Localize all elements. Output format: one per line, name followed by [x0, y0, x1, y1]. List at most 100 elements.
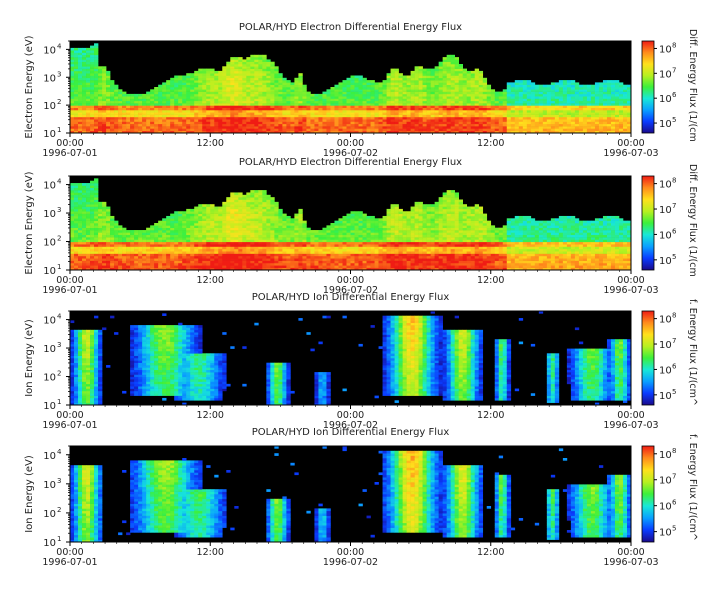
heatmap-cell — [210, 208, 215, 212]
heatmap-cell — [586, 128, 592, 131]
heatmap-cell — [206, 114, 211, 118]
heatmap-cell — [250, 239, 255, 243]
heatmap-cell — [222, 251, 227, 254]
heatmap-cell — [94, 45, 99, 49]
heatmap-cell — [582, 112, 588, 115]
heatmap-cell — [158, 241, 163, 245]
heatmap-cell — [102, 232, 107, 236]
heatmap-cell — [554, 98, 560, 102]
heatmap-cell — [298, 96, 303, 99]
heatmap-cell — [258, 253, 263, 257]
heatmap-cell — [422, 119, 427, 122]
heatmap-cell — [462, 87, 468, 90]
heatmap-cell — [626, 119, 632, 122]
heatmap-cell — [238, 248, 243, 252]
heatmap-cell — [614, 105, 620, 108]
heatmap-cell — [446, 89, 451, 92]
heatmap-cell — [162, 105, 167, 108]
heatmap-cell — [454, 110, 459, 113]
heatmap-cell — [154, 251, 159, 254]
heatmap-cell — [78, 70, 83, 74]
heatmap-cell — [518, 112, 524, 115]
heatmap-cell — [126, 98, 131, 102]
heatmap-cell — [218, 70, 223, 74]
heatmap-cell — [78, 232, 83, 236]
heatmap-cell — [334, 93, 339, 97]
heatmap-cell — [626, 116, 632, 120]
heatmap-cell — [222, 116, 227, 120]
heatmap-cell — [414, 77, 419, 81]
heatmap-cell — [326, 130, 331, 134]
heatmap-cell — [258, 265, 263, 268]
heatmap-cell — [442, 66, 447, 69]
heatmap-cell — [302, 110, 307, 113]
heatmap-cell — [558, 128, 564, 131]
heatmap-cell — [122, 114, 127, 118]
heatmap-cell — [86, 225, 91, 228]
heatmap-cell — [286, 89, 291, 92]
heatmap-cell — [622, 103, 628, 106]
heatmap-cell — [390, 68, 395, 72]
heatmap-cell — [226, 251, 231, 254]
heatmap-cell — [482, 77, 488, 81]
heatmap-cell — [354, 103, 359, 106]
heatmap-cell — [614, 80, 620, 83]
heatmap-cell — [222, 110, 227, 113]
heatmap-cell — [170, 267, 175, 271]
heatmap-cell — [334, 130, 339, 134]
heatmap-cell — [70, 185, 75, 189]
heatmap-cell — [602, 103, 608, 106]
heatmap-cell — [262, 262, 267, 266]
heatmap-cell — [198, 262, 203, 266]
heatmap-cell — [258, 123, 263, 127]
heatmap-cell — [162, 218, 167, 221]
heatmap-cell — [282, 82, 287, 85]
heatmap-cell — [210, 248, 215, 252]
heatmap-cell — [558, 80, 564, 83]
heatmap-cell — [150, 225, 155, 228]
heatmap-cell — [258, 260, 263, 264]
heatmap-cell — [266, 211, 271, 214]
heatmap-cell — [246, 262, 251, 266]
heatmap-cell — [150, 114, 155, 118]
heatmap-cell — [266, 126, 271, 129]
heatmap-cell — [214, 128, 219, 131]
heatmap-cell — [246, 194, 251, 198]
heatmap-cell — [158, 114, 163, 118]
heatmap-cell — [538, 103, 544, 106]
heatmap-cell — [110, 89, 115, 92]
heatmap-cell — [170, 114, 175, 118]
heatmap-cell — [562, 100, 568, 104]
heatmap-cell — [198, 103, 203, 106]
heatmap-cell — [262, 84, 267, 88]
heatmap-cell — [214, 251, 219, 254]
heatmap-cell — [82, 89, 87, 92]
heatmap-cell — [234, 73, 239, 76]
heatmap-cell — [170, 82, 175, 85]
heatmap-cell — [94, 110, 99, 113]
heatmap-cell — [118, 239, 123, 243]
heatmap-cell — [502, 100, 508, 104]
heatmap-cell — [570, 110, 576, 113]
heatmap-cell — [154, 232, 159, 236]
heatmap-cell — [586, 107, 592, 111]
heatmap-cell — [86, 241, 91, 245]
heatmap-cell — [438, 70, 443, 74]
heatmap-cell — [70, 260, 75, 264]
heatmap-cell — [182, 80, 187, 83]
heatmap-cell — [198, 218, 203, 221]
heatmap-cell — [466, 87, 472, 90]
heatmap-cell — [590, 121, 596, 125]
heatmap-cell — [338, 84, 343, 88]
heatmap-cell — [530, 82, 536, 85]
heatmap-cell — [174, 253, 179, 257]
heatmap-cell — [166, 234, 171, 238]
heatmap-cell — [186, 82, 191, 85]
heatmap-cell — [206, 128, 211, 131]
heatmap-cell — [466, 73, 472, 76]
heatmap-cell — [378, 128, 383, 131]
colorbar — [641, 40, 655, 134]
heatmap-cell — [158, 130, 163, 134]
heatmap-cell — [350, 116, 355, 120]
heatmap-cell — [218, 267, 223, 271]
